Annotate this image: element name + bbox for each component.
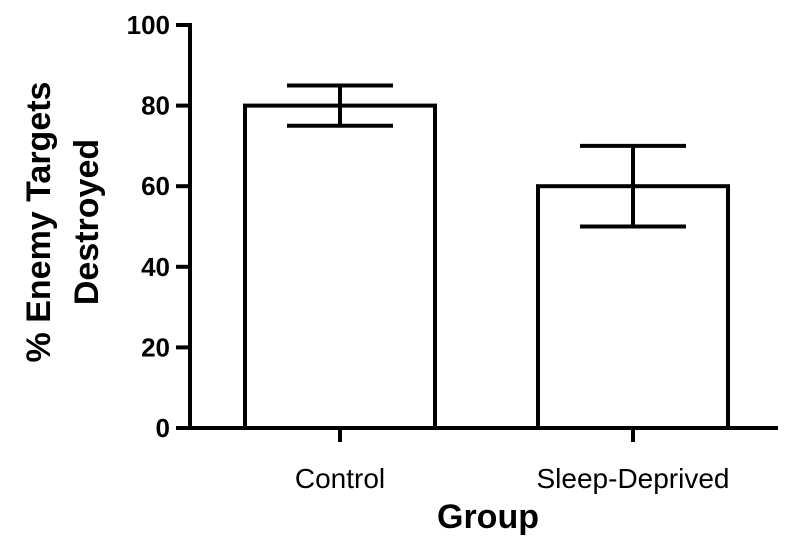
y-tick-label-0: 0 — [156, 413, 170, 443]
y-tick-label-80: 80 — [141, 91, 170, 121]
y-axis-title-line-1: % Enemy Targets — [20, 82, 58, 363]
y-tick-label-20: 20 — [141, 332, 170, 362]
y-axis-title-line-2: Destroyed — [68, 139, 106, 305]
x-axis-title: Group — [437, 498, 539, 536]
bar-control — [243, 103, 437, 430]
y-tick-label-40: 40 — [141, 252, 170, 282]
x-tick-label-control: Control — [295, 463, 385, 494]
y-tick-label-100: 100 — [127, 10, 170, 40]
y-tick-label-60: 60 — [141, 171, 170, 201]
x-tick-label-sleep-deprived: Sleep-Deprived — [537, 463, 730, 494]
